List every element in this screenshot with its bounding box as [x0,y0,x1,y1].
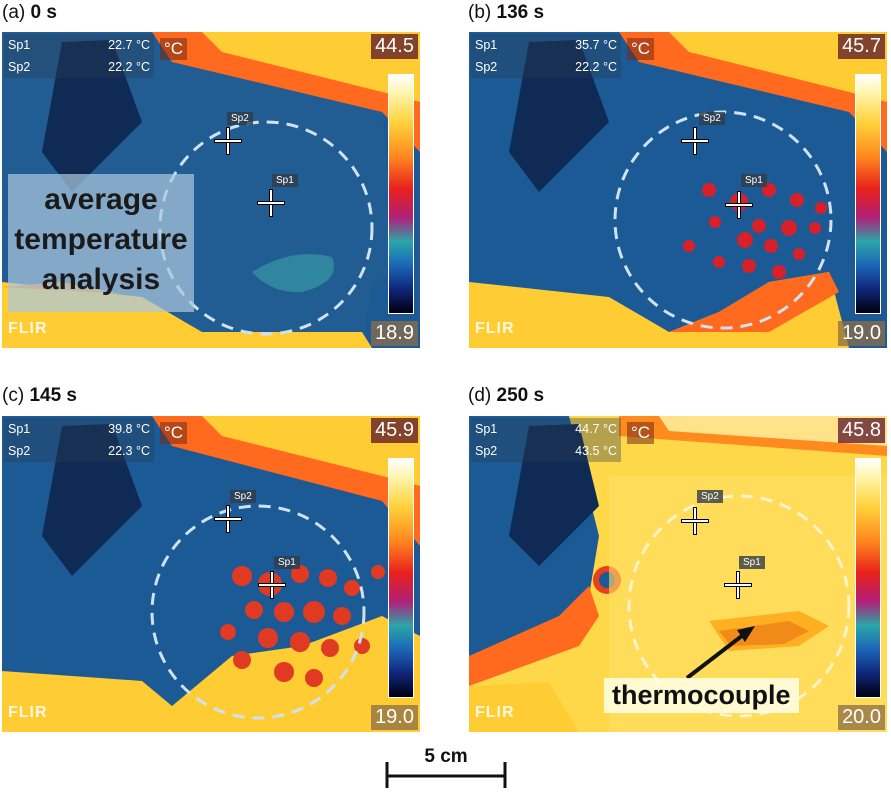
spot-label: Sp1 [475,422,498,436]
flir-logo: FLIR [475,704,515,721]
spot-value: 22.2 °C [108,60,150,74]
spot-row-sp1: Sp1 35.7 °C [471,34,621,56]
panel-d-caption: (d) 250 s [468,385,544,407]
spot-value: 43.5 °C [575,444,617,458]
scale-bar-graphic [385,762,507,788]
scale-max-value: 45.8 [838,418,885,443]
scale-min-value: 19.0 [838,321,885,346]
spot-readout-table: Sp1 39.8 °C Sp2 22.3 °C [4,418,154,462]
panel-time: 145 s [29,385,77,406]
thermal-image-c: Sp1 39.8 °C Sp2 22.3 °C °C 45.9 19.0 FLIR … [2,416,420,732]
thermal-image-d: Sp1 44.7 °C Sp2 43.5 °C °C 45.8 20.0 FLIR … [469,416,887,732]
average-temperature-overlay: average temperature analysis [8,174,194,312]
panel-letter: (d) [468,385,492,406]
spot-label: Sp2 [8,60,31,74]
sp2-crosshair [682,128,708,154]
panel-time: 250 s [496,385,545,406]
panel-time: 0 s [30,2,57,23]
scale-min-value: 20.0 [838,705,885,730]
sp1-crosshair [259,572,285,598]
spot-value: 35.7 °C [575,38,617,52]
spot-row-sp1: Sp1 22.7 °C [4,34,154,56]
spot-value: 39.8 °C [108,422,150,436]
panel-letter: (c) [2,385,25,406]
spot-row-sp2: Sp2 22.2 °C [471,56,621,78]
flir-logo: FLIR [475,320,515,337]
sp2-marker-label: Sp2 [227,112,253,125]
panel-letter: (b) [468,2,492,23]
spot-label: Sp2 [8,444,31,458]
flir-logo: FLIR [8,704,48,721]
scale-max-value: 45.7 [838,34,885,59]
color-scale-bar [855,458,881,698]
panel-time: 136 s [496,2,545,23]
unit-label: °C [627,422,655,444]
unit-label: °C [160,422,188,444]
spot-value: 22.2 °C [575,60,617,74]
sp1-marker-label: Sp1 [739,556,765,569]
spot-value: 22.3 °C [108,444,150,458]
sp1-crosshair [725,572,751,598]
sp2-marker-label: Sp2 [699,112,725,125]
spot-readout-table: Sp1 22.7 °C Sp2 22.2 °C [4,34,154,78]
spot-value: 22.7 °C [108,38,150,52]
spot-row-sp2: Sp2 22.2 °C [4,56,154,78]
scale-min-value: 19.0 [371,705,418,730]
spot-label: Sp1 [8,38,31,52]
sp2-crosshair [215,128,241,154]
spot-readout-table: Sp1 44.7 °C Sp2 43.5 °C [471,418,621,462]
spot-label: Sp1 [8,422,31,436]
spot-row-sp1: Sp1 39.8 °C [4,418,154,440]
color-scale-bar [855,74,881,314]
thermal-background [469,32,887,348]
thermal-background [2,416,420,732]
spot-label: Sp1 [475,38,498,52]
sp2-crosshair [215,506,241,532]
sp1-marker-label: Sp1 [741,174,767,187]
sp1-marker-label: Sp1 [274,556,300,569]
panel-letter: (a) [2,2,26,23]
spot-label: Sp2 [475,444,498,458]
scale-min-value: 18.9 [371,321,418,346]
spot-label: Sp2 [475,60,498,74]
color-scale-bar [388,458,414,698]
spot-readout-table: Sp1 35.7 °C Sp2 22.2 °C [471,34,621,78]
panel-c-caption: (c) 145 s [2,385,77,407]
spot-row-sp2: Sp2 22.3 °C [4,440,154,462]
thermal-image-a: Sp1 22.7 °C Sp2 22.2 °C °C 44.5 18.9 FLIR … [2,32,420,348]
sp2-marker-label: Sp2 [697,490,723,503]
sp1-marker-label: Sp1 [272,174,298,187]
thermal-image-b: Sp1 35.7 °C Sp2 22.2 °C °C 45.7 19.0 FLIR … [469,32,887,348]
scale-bar-label: 5 cm [424,746,468,767]
scale-bar: 5 cm [385,746,507,788]
color-scale-bar [388,74,414,314]
unit-label: °C [627,38,655,60]
spot-row-sp1: Sp1 44.7 °C [471,418,621,440]
sp1-crosshair [258,190,284,216]
spot-value: 44.7 °C [575,422,617,436]
spot-row-sp2: Sp2 43.5 °C [471,440,621,462]
flir-logo: FLIR [8,320,48,337]
sp1-crosshair [726,192,752,218]
scale-max-value: 44.5 [371,34,418,59]
scale-max-value: 45.9 [371,418,418,443]
unit-label: °C [160,38,188,60]
thermocouple-label: thermocouple [604,678,799,713]
sp2-marker-label: Sp2 [230,490,256,503]
panel-b-caption: (b) 136 s [468,2,544,24]
panel-a-caption: (a) 0 s [2,2,57,24]
sp2-crosshair [682,508,708,534]
